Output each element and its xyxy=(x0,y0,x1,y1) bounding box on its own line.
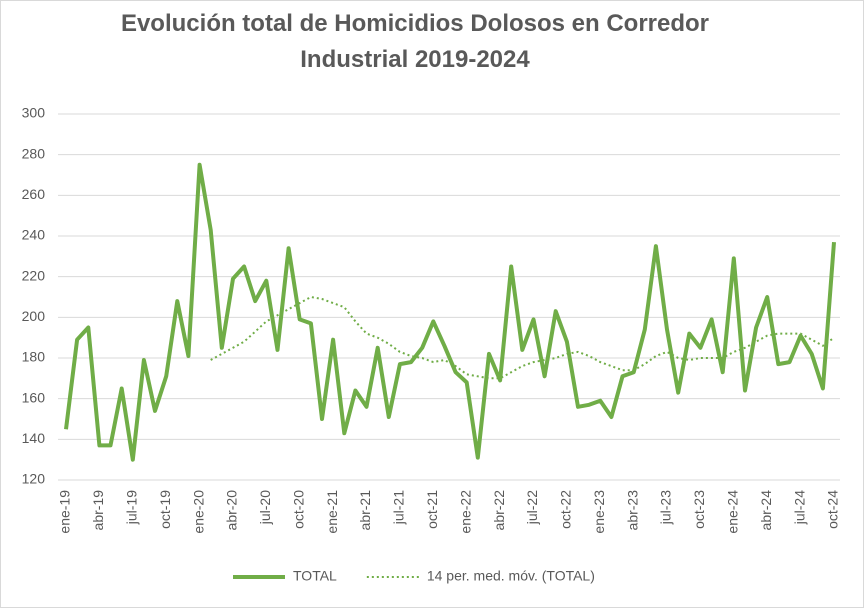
y-tick-label: 220 xyxy=(22,267,46,283)
x-tick-label: abr-22 xyxy=(491,490,507,531)
x-tick-label: abr-19 xyxy=(90,490,106,531)
x-tick-label: ene-20 xyxy=(190,490,206,534)
x-tick-label: abr-24 xyxy=(758,490,774,531)
x-tick-label: jul-21 xyxy=(391,490,407,525)
x-tick-label: oct-20 xyxy=(290,490,306,529)
x-tick-label: jul-19 xyxy=(123,490,139,525)
legend-label: 14 per. med. móv. (TOTAL) xyxy=(427,568,595,584)
y-tick-label: 260 xyxy=(22,186,46,202)
series-line xyxy=(210,296,835,380)
x-tick-label: oct-24 xyxy=(825,490,841,529)
x-tick-label: abr-23 xyxy=(624,490,640,531)
x-tick-label: oct-21 xyxy=(424,490,440,529)
x-tick-label: abr-21 xyxy=(357,490,373,531)
y-tick-label: 120 xyxy=(22,471,46,487)
x-tick-label: oct-23 xyxy=(691,490,707,529)
x-tick-label: jul-24 xyxy=(791,490,807,525)
x-tick-label: oct-19 xyxy=(157,490,173,529)
x-tick-label: jul-22 xyxy=(524,490,540,525)
y-tick-label: 140 xyxy=(22,430,46,446)
x-tick-label: abr-20 xyxy=(224,490,240,531)
x-tick-label: ene-24 xyxy=(725,490,741,534)
x-tick-label: ene-19 xyxy=(57,490,73,534)
x-tick-label: jul-20 xyxy=(257,490,273,525)
y-tick-label: 180 xyxy=(22,349,46,365)
y-tick-label: 280 xyxy=(22,145,46,161)
series-line xyxy=(64,162,836,462)
y-tick-label: 160 xyxy=(22,389,46,405)
x-tick-label: oct-22 xyxy=(558,490,574,529)
x-tick-label: jul-23 xyxy=(658,490,674,525)
x-tick-label: ene-23 xyxy=(591,490,607,534)
x-tick-label: ene-22 xyxy=(457,490,473,534)
legend-label: TOTAL xyxy=(293,568,337,584)
chart-title: Evolución total de Homicidios Dolosos en… xyxy=(120,10,710,73)
y-tick-label: 200 xyxy=(22,308,46,324)
y-tick-label: 240 xyxy=(22,227,46,243)
y-tick-label: 300 xyxy=(22,105,46,121)
x-tick-label: ene-21 xyxy=(324,490,340,534)
